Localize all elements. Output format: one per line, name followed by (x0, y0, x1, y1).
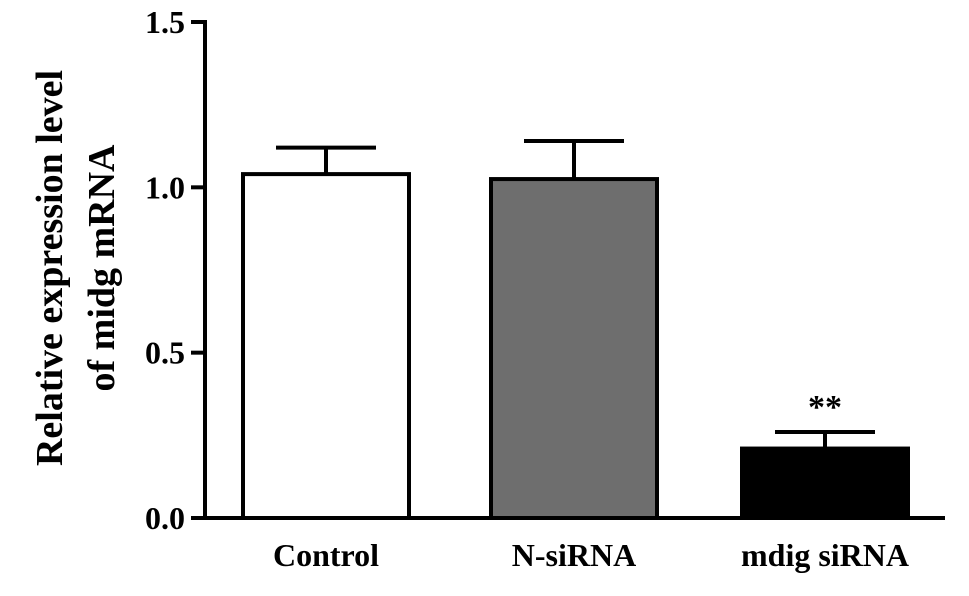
x-tick-label-3: mdig siRNA (741, 537, 909, 573)
y-axis-title-line-2: of midg mRNA (81, 144, 123, 392)
bars-layer (241, 172, 910, 521)
x-tick-label-2: N-siRNA (512, 537, 636, 573)
error-bars-layer (276, 139, 875, 449)
bar-3 (740, 446, 910, 520)
y-axis-title: Relative expression level of midg mRNA (29, 70, 123, 466)
y-axis-title-line-1: Relative expression level (29, 70, 71, 466)
y-tick-label-3: 1.0 (145, 169, 185, 205)
labels-layer: 0.0 0.5 1.0 1.5 Control N-siRNA mdig siRNA ** (145, 4, 909, 573)
significance-annotation-1: ** (808, 389, 842, 426)
y-tick-label-1: 0.0 (145, 500, 185, 536)
axes-layer (191, 20, 945, 520)
x-tick-label-1: Control (273, 537, 379, 573)
bar-1 (241, 172, 411, 521)
bar-2 (489, 177, 659, 520)
y-tick-label-4: 1.5 (145, 4, 185, 40)
y-tick-label-2: 0.5 (145, 335, 185, 371)
